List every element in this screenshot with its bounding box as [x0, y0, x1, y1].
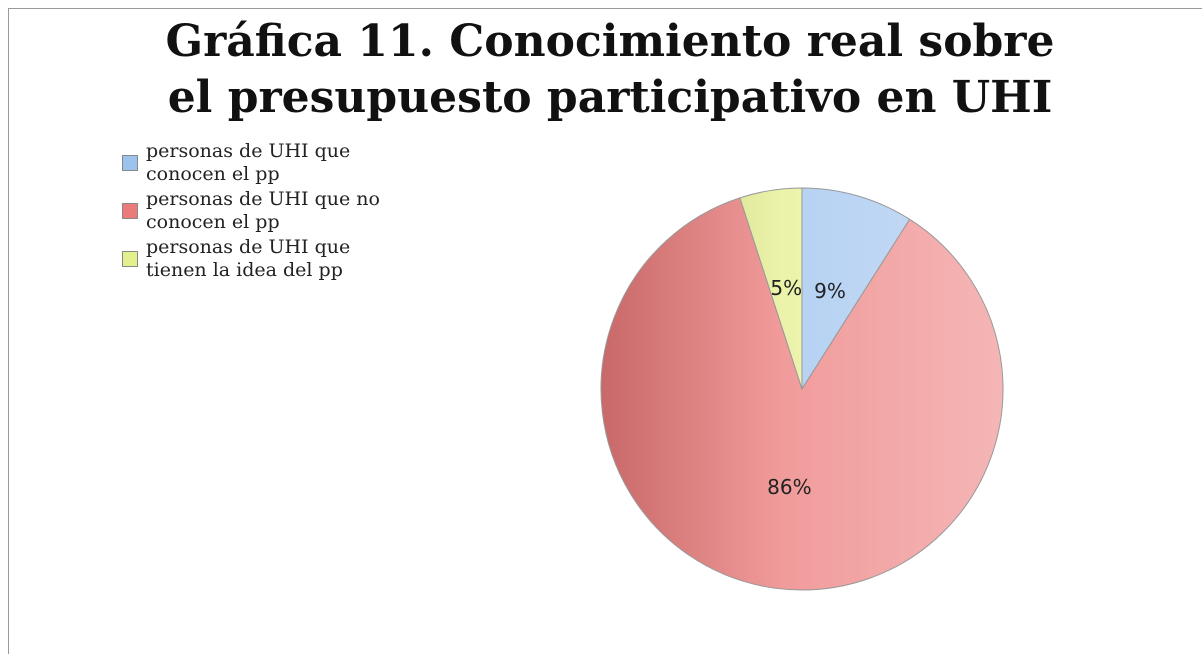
data-label: 86%: [767, 475, 811, 499]
legend-entry: personas de UHI que tienen la idea del p…: [122, 236, 411, 282]
chart-frame: [8, 8, 1202, 654]
data-label: 5%: [770, 276, 802, 300]
legend-label: personas de UHI que conocen el pp: [146, 140, 351, 185]
legend: personas de UHI que conocen el pp persona…: [122, 140, 412, 284]
legend-swatch: [122, 155, 138, 171]
legend-label: personas de UHI que no conocen el pp: [146, 188, 380, 233]
legend-swatch: [122, 251, 138, 267]
pie-slice: [739, 187, 803, 390]
legend-entry: personas de UHI que conocen el pp: [122, 140, 411, 186]
pie-slice: [801, 187, 911, 391]
legend-entry: personas de UHI que no conocen el pp: [122, 188, 411, 234]
chart-title: Gráfica 11. Conocimiento real sobre el p…: [165, 16, 1055, 123]
legend-label: personas de UHI que tienen la idea del p…: [146, 236, 351, 281]
data-label: 9%: [814, 279, 846, 303]
legend-swatch: [122, 203, 138, 219]
pie-slice: [600, 197, 1004, 591]
